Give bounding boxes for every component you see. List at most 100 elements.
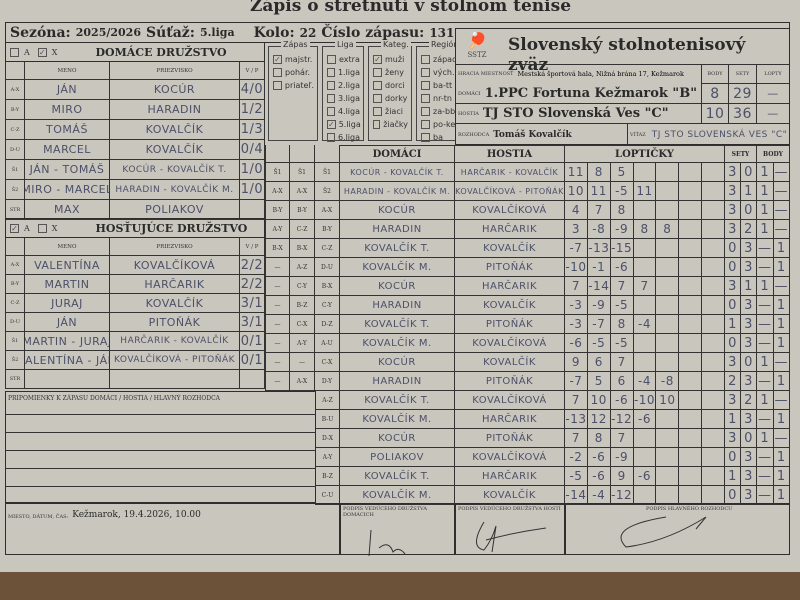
ball-score[interactable]: 10 [565,182,588,201]
set-score[interactable]: 0 [741,429,757,448]
match-guest-player[interactable]: HARČARIK [455,467,565,486]
ball-score[interactable] [633,239,657,258]
ball-score[interactable]: -5 [610,182,634,201]
ball-score[interactable] [656,296,680,315]
match-home-player[interactable]: KOCÚR [340,201,455,220]
ball-score[interactable] [702,315,726,334]
match-point[interactable]: 1 [773,334,790,353]
match-guest-player[interactable]: KOVALČÍKOVÁ [455,448,565,467]
ball-score[interactable] [702,258,726,277]
match-guest-player[interactable]: PITOŇÁK [455,315,565,334]
match-home-player[interactable]: HARADIN [340,372,455,391]
match-point[interactable]: — [757,315,774,334]
option-ba[interactable]: ba [421,131,457,144]
match-point[interactable]: 1 [757,391,774,410]
player-surname[interactable]: HARČARIK - KOVALČÍK [110,332,240,351]
ball-score[interactable]: 7 [610,277,634,296]
ball-score[interactable]: -5 [610,334,634,353]
ball-score[interactable] [656,201,680,220]
ball-score[interactable] [679,372,703,391]
match-point[interactable]: — [773,353,790,372]
match-point[interactable]: — [773,201,790,220]
match-guest-player[interactable]: PITOŇÁK [455,429,565,448]
option-zabb[interactable]: za-bb [421,105,457,118]
option-mui[interactable]: ✓ muži [373,53,408,66]
ball-score[interactable] [679,334,703,353]
ball-score[interactable]: -14 [587,277,611,296]
option-1liga[interactable]: 1.liga [327,66,360,79]
match-home-player[interactable]: HARADIN [340,296,455,315]
option-3liga[interactable]: 3.liga [327,92,360,105]
match-home-player[interactable]: KOVALČÍK M. [340,486,455,505]
ball-score[interactable]: 11 [587,182,611,201]
set-score[interactable]: 1 [741,182,757,201]
player-name[interactable]: MARTIN [25,275,110,294]
match-point[interactable]: 1 [757,163,774,182]
checkbox[interactable] [373,94,382,103]
ball-score[interactable] [633,296,657,315]
ball-score[interactable] [679,258,703,277]
ball-score[interactable] [633,201,657,220]
ball-score[interactable]: -4 [633,372,657,391]
player-name[interactable]: MIRO [25,100,110,120]
player-vp[interactable]: 0/4 [240,140,265,160]
ball-score[interactable]: -9 [587,296,611,315]
match-guest-player[interactable]: KOVALČÍKOVÁ [455,201,565,220]
checkbox-a[interactable]: ✓ [10,223,19,233]
player-name[interactable]: MIRO - MARCEL [25,180,110,200]
ball-score[interactable]: -9 [610,448,634,467]
checkbox[interactable] [273,68,282,77]
match-point[interactable]: 1 [773,448,790,467]
place-value[interactable]: Kežmarok, 19.4.2026, 10.00 [72,510,201,520]
checkbox[interactable]: ✓ [273,55,282,64]
ball-score[interactable]: -9 [610,220,634,239]
ball-score[interactable] [633,448,657,467]
option-majstr[interactable]: ✓ majstr. [273,53,314,66]
player-surname[interactable]: KOCÚR [110,80,240,100]
set-score[interactable]: 3 [741,315,757,334]
player-name[interactable]: MARTIN - JURAJ [25,332,110,351]
ball-score[interactable]: 5 [587,372,611,391]
set-score[interactable]: 3 [725,182,741,201]
player-name[interactable]: TOMÁŠ [25,120,110,140]
checkbox[interactable] [373,107,382,116]
ball-score[interactable]: -5 [587,334,611,353]
checkbox[interactable] [327,81,335,90]
ball-score[interactable] [679,429,703,448]
remark-line[interactable] [6,414,315,415]
set-score[interactable]: 3 [741,486,757,505]
ball-score[interactable] [702,486,726,505]
set-score[interactable]: 3 [725,277,741,296]
ball-score[interactable]: -1 [587,258,611,277]
ball-score[interactable] [679,296,703,315]
ball-score[interactable] [656,448,680,467]
ball-score[interactable] [679,467,703,486]
checkbox[interactable] [327,107,335,116]
ball-score[interactable] [679,163,703,182]
player-surname[interactable]: KOVALČÍK [110,120,240,140]
set-score[interactable]: 3 [725,429,741,448]
option-eny[interactable]: ženy [373,66,408,79]
checkbox[interactable] [327,68,335,77]
ball-score[interactable]: -6 [633,410,657,429]
match-home-player[interactable]: HARADIN [340,220,455,239]
set-score[interactable]: 3 [725,353,741,372]
match-home-player[interactable]: KOCÚR [340,277,455,296]
ball-score[interactable]: -13 [565,410,588,429]
checkbox[interactable] [421,68,430,77]
checkbox[interactable]: ✓ [327,120,336,129]
option-iaky[interactable]: žiačky [373,118,408,131]
ball-score[interactable] [702,239,726,258]
set-score[interactable]: 3 [741,448,757,467]
ball-score[interactable] [679,391,703,410]
player-vp[interactable]: 0/1 [240,332,265,351]
match-guest-player[interactable]: KOVALČÍKOVÁ [455,391,565,410]
ball-score[interactable]: 10 [587,391,611,410]
ball-score[interactable]: -6 [610,258,634,277]
match-guest-player[interactable]: KOVALČÍK [455,353,565,372]
match-guest-player[interactable]: KOVALČÍK [455,239,565,258]
ball-score[interactable] [702,220,726,239]
remark-line[interactable] [6,432,315,433]
option-4liga[interactable]: 4.liga [327,105,360,118]
match-point[interactable]: — [757,296,774,315]
